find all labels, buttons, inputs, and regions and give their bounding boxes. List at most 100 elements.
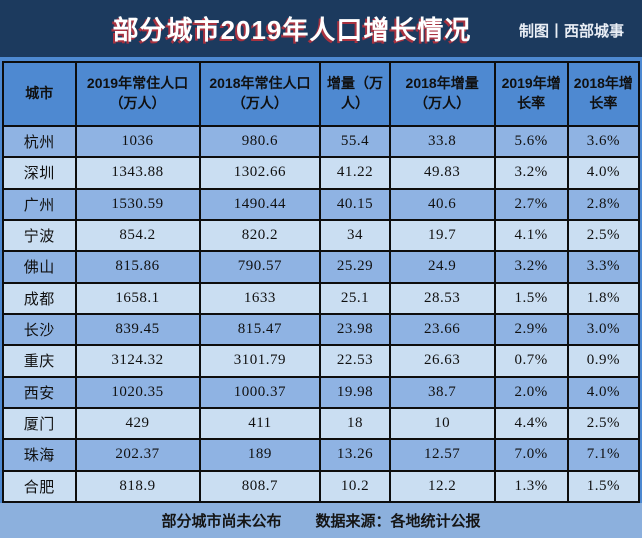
value-cell: 23.66 — [388, 312, 496, 347]
table-row: 广州 1530.59 1490.44 40.15 40.6 2.7% 2.8% — [2, 187, 641, 221]
value-cell: 202.37 — [74, 438, 201, 472]
value-cell: 3101.79 — [198, 344, 322, 378]
value-cell: 818.9 — [74, 469, 201, 504]
value-cell: 1343.88 — [74, 156, 201, 190]
value-cell: 12.57 — [388, 438, 496, 472]
table-row: 重庆 3124.32 3101.79 22.53 26.63 0.7% 0.9% — [2, 344, 641, 378]
table-row: 成都 1658.1 1633 25.1 28.53 1.5% 1.8% — [2, 281, 641, 315]
value-cell: 25.29 — [319, 250, 391, 284]
city-cell: 杭州 — [2, 124, 77, 159]
value-cell: 189 — [198, 438, 322, 472]
table-body: 杭州 1036 980.6 55.4 33.8 5.6% 3.6% 深圳 1343.88 1302… — [2, 124, 641, 504]
city-cell: 珠海 — [2, 438, 77, 472]
value-cell: 3.0% — [566, 312, 641, 347]
value-cell: 55.4 — [319, 124, 391, 159]
city-cell: 重庆 — [2, 344, 77, 378]
column-header: 2018年增长率 — [566, 61, 641, 127]
city-cell: 长沙 — [2, 312, 77, 347]
value-cell: 40.6 — [388, 187, 496, 221]
value-cell: 34 — [319, 218, 391, 253]
value-cell: 3.3% — [566, 250, 641, 284]
value-cell: 2.9% — [493, 312, 569, 347]
value-cell: 7.1% — [566, 438, 641, 472]
value-cell: 41.22 — [319, 156, 391, 190]
table-row: 合肥 818.9 808.7 10.2 12.2 1.3% 1.5% — [2, 469, 641, 504]
value-cell: 411 — [198, 406, 322, 441]
table-row: 杭州 1036 980.6 55.4 33.8 5.6% 3.6% — [2, 124, 641, 159]
city-cell: 厦门 — [2, 406, 77, 441]
value-cell: 49.83 — [388, 156, 496, 190]
value-cell: 1.5% — [566, 469, 641, 504]
value-cell: 1000.37 — [198, 375, 322, 409]
value-cell: 25.1 — [319, 281, 391, 315]
title-banner: 部分城市2019年人口增长情况 制图丨西部城事 — [0, 0, 642, 57]
page-title: 部分城市2019年人口增长情况 — [112, 15, 472, 45]
value-cell: 0.7% — [493, 344, 569, 378]
table-header-row: 城市 2019年常住人口（万人） 2018年常住人口（万人） 增量（万人） 2018年增… — [2, 61, 641, 127]
value-cell: 2.5% — [566, 406, 641, 441]
column-header: 2018年常住人口（万人） — [198, 61, 322, 127]
table-row: 深圳 1343.88 1302.66 41.22 49.83 3.2% 4.0% — [2, 156, 641, 190]
value-cell: 820.2 — [198, 218, 322, 253]
value-cell: 839.45 — [74, 312, 201, 347]
city-cell: 合肥 — [2, 469, 77, 504]
value-cell: 808.7 — [198, 469, 322, 504]
value-cell: 7.0% — [493, 438, 569, 472]
value-cell: 13.26 — [319, 438, 391, 472]
value-cell: 1036 — [74, 124, 201, 159]
value-cell: 1658.1 — [74, 281, 201, 315]
city-cell: 宁波 — [2, 218, 77, 253]
value-cell: 1633 — [198, 281, 322, 315]
value-cell: 5.6% — [493, 124, 569, 159]
value-cell: 4.0% — [566, 375, 641, 409]
value-cell: 1.8% — [566, 281, 641, 315]
city-cell: 西安 — [2, 375, 77, 409]
value-cell: 23.98 — [319, 312, 391, 347]
value-cell: 3124.32 — [74, 344, 201, 378]
city-cell: 广州 — [2, 187, 77, 221]
footer-source: 数据来源：各地统计公报 — [315, 514, 481, 530]
value-cell: 1.5% — [493, 281, 569, 315]
city-cell: 成都 — [2, 281, 77, 315]
credit-label: 制图丨西部城事 — [518, 22, 624, 40]
value-cell: 1020.35 — [74, 375, 201, 409]
value-cell: 12.2 — [388, 469, 496, 504]
value-cell: 4.1% — [493, 218, 569, 253]
population-table-container: 城市 2019年常住人口（万人） 2018年常住人口（万人） 增量（万人） 2018年增… — [0, 57, 642, 504]
value-cell: 1.3% — [493, 469, 569, 504]
value-cell: 26.63 — [388, 344, 496, 378]
value-cell: 2.7% — [493, 187, 569, 221]
value-cell: 38.7 — [388, 375, 496, 409]
value-cell: 3.2% — [493, 250, 569, 284]
value-cell: 10.2 — [319, 469, 391, 504]
table-row: 佛山 815.86 790.57 25.29 24.9 3.2% 3.3% — [2, 250, 641, 284]
value-cell: 2.0% — [493, 375, 569, 409]
column-header: 2018年增量（万人） — [388, 61, 496, 127]
city-cell: 深圳 — [2, 156, 77, 190]
value-cell: 0.9% — [566, 344, 641, 378]
table-row: 宁波 854.2 820.2 34 19.7 4.1% 2.5% — [2, 218, 641, 253]
value-cell: 815.86 — [74, 250, 201, 284]
population-table: 城市 2019年常住人口（万人） 2018年常住人口（万人） 增量（万人） 2018年增… — [2, 61, 641, 504]
value-cell: 10 — [388, 406, 496, 441]
value-cell: 40.15 — [319, 187, 391, 221]
value-cell: 4.4% — [493, 406, 569, 441]
value-cell: 3.2% — [493, 156, 569, 190]
value-cell: 2.8% — [566, 187, 641, 221]
value-cell: 980.6 — [198, 124, 322, 159]
value-cell: 2.5% — [566, 218, 641, 253]
column-header: 2019年常住人口（万人） — [74, 61, 201, 127]
city-cell: 佛山 — [2, 250, 77, 284]
value-cell: 790.57 — [198, 250, 322, 284]
value-cell: 19.98 — [319, 375, 391, 409]
table-row: 珠海 202.37 189 13.26 12.57 7.0% 7.1% — [2, 438, 641, 472]
table-row: 厦门 429 411 18 10 4.4% 2.5% — [2, 406, 641, 441]
table-row: 长沙 839.45 815.47 23.98 23.66 2.9% 3.0% — [2, 312, 641, 347]
footer-bar: 部分城市尚未公布 数据来源：各地统计公报 — [0, 503, 642, 538]
value-cell: 22.53 — [319, 344, 391, 378]
value-cell: 1302.66 — [198, 156, 322, 190]
value-cell: 18 — [319, 406, 391, 441]
column-header: 城市 — [2, 61, 77, 127]
column-header: 2019年增长率 — [493, 61, 569, 127]
value-cell: 24.9 — [388, 250, 496, 284]
